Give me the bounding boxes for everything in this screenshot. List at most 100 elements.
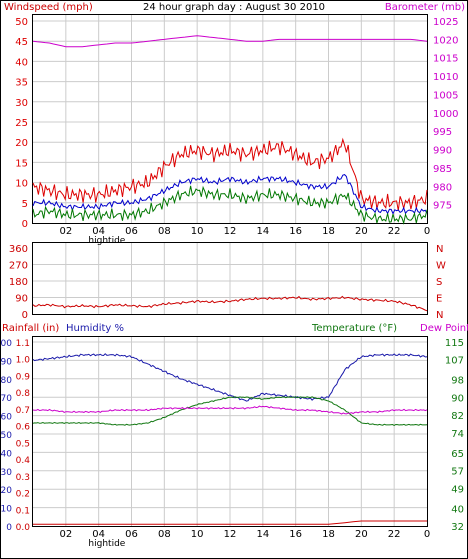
series-wind-gust: [32, 137, 428, 211]
y-tick-label: 0: [22, 310, 28, 321]
rain-tick-label: 0.0: [16, 523, 31, 533]
y2-tick-label: 980: [433, 182, 452, 193]
x-tick-label: 10: [191, 226, 204, 237]
rain-tick-label: 0.8: [16, 389, 31, 399]
panel-direction-frame: [32, 242, 428, 315]
y-tick-label: 270: [9, 261, 28, 272]
series-wind-direction: [32, 295, 428, 312]
x-tick-label: 20: [355, 226, 368, 237]
temp-tick-label: 65: [451, 449, 464, 460]
compass-label: W: [436, 261, 446, 272]
temp-tick-label: 74: [451, 429, 464, 440]
x-tick-label: 0: [424, 226, 430, 237]
windspeed-label: Windspeed (mph): [4, 2, 93, 13]
humidity-label: Humidity %: [66, 323, 124, 334]
temp-tick-label: 49: [451, 484, 464, 495]
y2-tick-label: 1020: [433, 35, 458, 46]
rain-tick-label: 0.1: [16, 506, 30, 516]
x-tick-label: 18: [322, 529, 335, 540]
x-tick-label: 02: [59, 529, 72, 540]
y2-tick-label: 975: [433, 201, 452, 212]
y-tick-label: 0: [22, 219, 28, 230]
humidity-tick-label: 0: [6, 523, 12, 533]
y-tick-label: 45: [15, 37, 28, 48]
series-wind-low: [32, 185, 428, 225]
temp-tick-label: 115: [445, 338, 464, 349]
rain-tick-label: 0.4: [16, 456, 31, 466]
y-tick-label: 25: [15, 118, 28, 129]
x-tick-label: 12: [224, 226, 237, 237]
y-tick-label: 20: [15, 138, 28, 149]
y2-tick-label: 995: [433, 127, 452, 138]
humidity-tick-label: 40: [1, 449, 13, 459]
y-tick-label: 10: [15, 179, 28, 190]
y-tick-label: 180: [9, 277, 28, 288]
rain-tick-label: 1.1: [16, 339, 30, 349]
x-tick-label: 08: [158, 226, 171, 237]
x-tick-label: 02: [59, 226, 72, 237]
temp-tick-label: 40: [451, 504, 464, 515]
y-tick-label: 15: [15, 158, 28, 169]
temp-tick-label: 90: [451, 393, 464, 404]
y2-tick-label: 1025: [433, 17, 458, 28]
panel-wind-frame: [32, 14, 428, 224]
y-tick-label: 90: [15, 294, 28, 305]
x-tick-label: 06: [125, 226, 138, 237]
x-tick-label: 04: [92, 226, 105, 237]
rain-tick-label: 0.7: [16, 406, 30, 416]
x-tick-label: 14: [256, 226, 269, 237]
x-tick-label: 22: [388, 529, 401, 540]
humidity-tick-label: 70: [1, 394, 13, 404]
humidity-tick-label: 80: [1, 376, 13, 386]
humidity-tick-label: 10: [1, 505, 13, 515]
humidity-tick-label: 100: [0, 339, 12, 349]
temp-tick-label: 57: [451, 467, 464, 478]
temp-tick-label: 32: [451, 522, 464, 533]
y2-tick-label: 990: [433, 146, 452, 157]
y-tick-label: 360: [9, 244, 28, 255]
humidity-tick-label: 90: [1, 357, 13, 367]
compass-label: E: [436, 294, 442, 305]
x-tick-label: 20: [355, 529, 368, 540]
humidity-tick-label: 20: [1, 486, 13, 496]
temp-tick-label: 98: [451, 376, 464, 387]
y2-tick-label: 1005: [433, 90, 458, 101]
y-tick-label: 30: [15, 98, 28, 109]
x-tick-label: 16: [289, 226, 302, 237]
compass-label: N: [436, 244, 443, 255]
temperature-label: Temperature (°F): [311, 323, 397, 334]
series-wind-avg: [32, 174, 428, 215]
x-tick-label: 12: [224, 529, 237, 540]
chart-title: 24 hour graph day : August 30 2010: [143, 2, 325, 13]
series-humidity: [32, 353, 428, 402]
y2-tick-label: 985: [433, 164, 452, 175]
series-temperature: [32, 396, 428, 426]
y2-tick-label: 1000: [433, 109, 458, 120]
humidity-tick-label: 50: [1, 431, 13, 441]
compass-label: S: [436, 277, 442, 288]
rainfall-label: Rainfall (in): [2, 323, 59, 334]
x-tick-label: 18: [322, 226, 335, 237]
series-rainfall: [33, 520, 427, 525]
barometer-label: Barometer (mb): [385, 2, 465, 13]
compass-label: N: [436, 310, 443, 321]
rain-tick-label: 0.3: [16, 473, 30, 483]
x-tick-label: 22: [388, 226, 401, 237]
y-tick-label: 50: [15, 17, 28, 28]
tide-label: hightide: [88, 236, 125, 246]
x-tick-label: 06: [125, 529, 138, 540]
tide-label: hightide: [88, 539, 125, 549]
x-tick-label: 04: [92, 529, 105, 540]
x-tick-label: 10: [191, 529, 204, 540]
y2-tick-label: 1010: [433, 72, 458, 83]
y-tick-label: 40: [15, 57, 28, 68]
panel-rain-frame: [32, 336, 428, 527]
rain-tick-label: 0.6: [16, 423, 31, 433]
rain-tick-label: 0.9: [16, 372, 31, 382]
series-barometer: [32, 35, 428, 48]
rain-tick-label: 0.5: [16, 439, 30, 449]
series-dewpoint: [32, 405, 428, 415]
